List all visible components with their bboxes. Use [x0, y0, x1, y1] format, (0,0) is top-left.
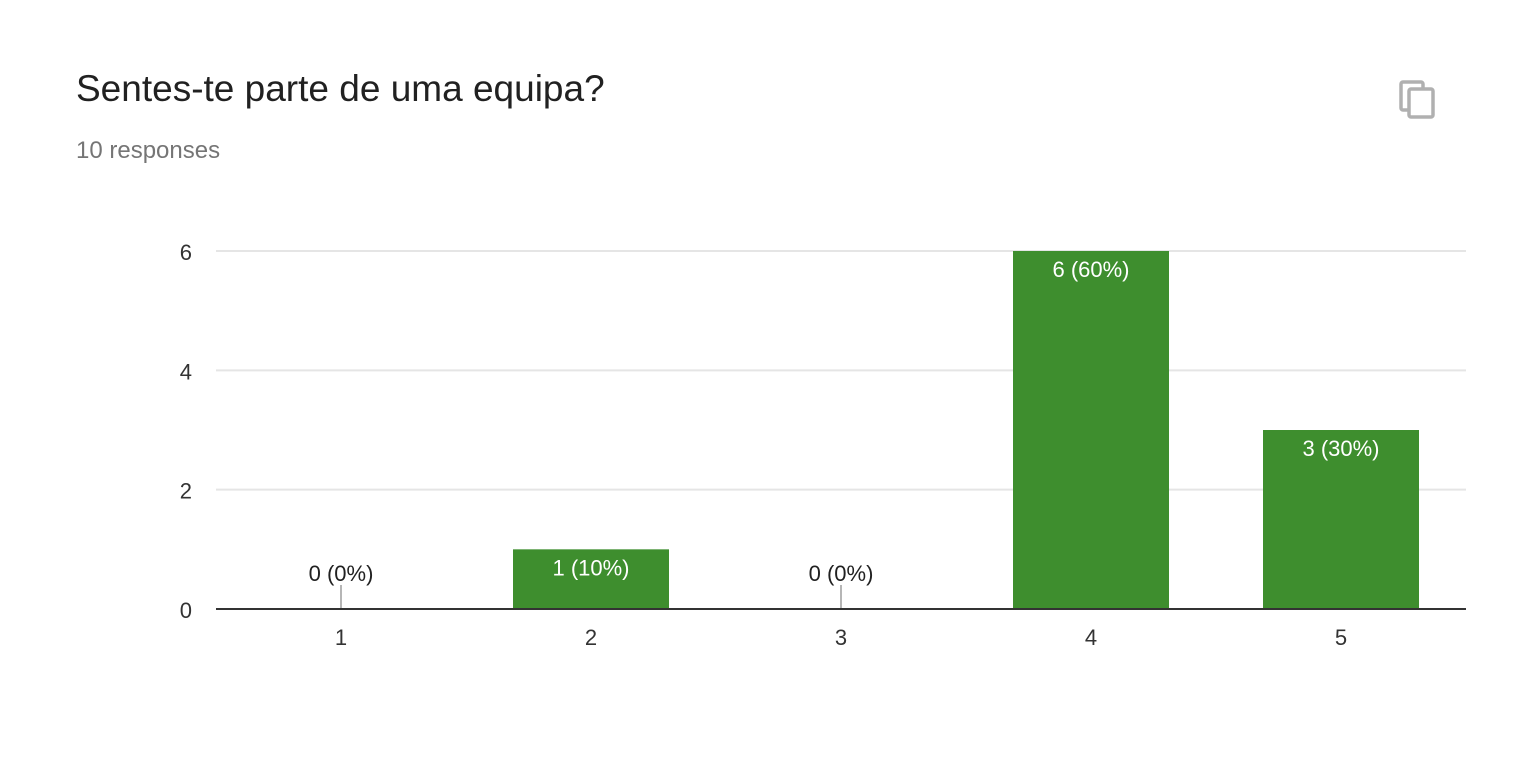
- data-label-2: 1 (10%): [552, 555, 629, 580]
- y-tick-label: 4: [180, 359, 192, 384]
- y-tick-label: 6: [180, 240, 192, 265]
- x-tick-label: 1: [335, 625, 347, 650]
- data-label-1: 0 (0%): [309, 561, 374, 586]
- y-tick-label: 0: [180, 598, 192, 623]
- y-tick-label: 2: [180, 479, 192, 504]
- copy-icon: [1399, 80, 1435, 119]
- bar-4: [1013, 251, 1169, 609]
- x-tick-label: 3: [835, 625, 847, 650]
- copy-chart-button[interactable]: [1398, 76, 1438, 120]
- x-tick-label: 2: [585, 625, 597, 650]
- bar-5: [1263, 430, 1419, 609]
- response-count: 10 responses: [76, 137, 221, 164]
- bar-2: [513, 549, 669, 609]
- data-label-3: 0 (0%): [809, 561, 874, 586]
- x-tick-label: 5: [1335, 625, 1347, 650]
- x-tick-label: 4: [1085, 625, 1097, 650]
- question-title: Sentes-te parte de uma equipa?: [76, 68, 605, 109]
- data-label-4: 6 (60%): [1052, 257, 1129, 282]
- data-label-5: 3 (30%): [1302, 436, 1379, 461]
